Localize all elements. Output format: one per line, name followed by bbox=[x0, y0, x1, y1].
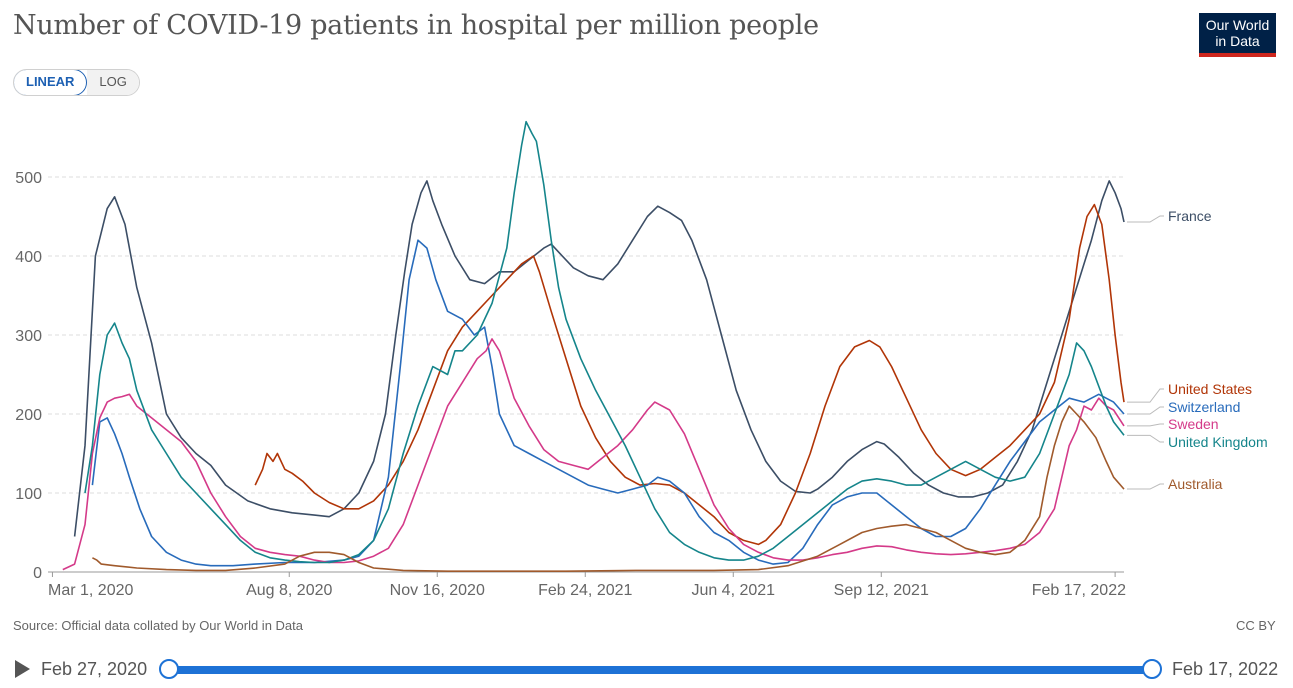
scale-toggle: LINEAR LOG bbox=[13, 69, 140, 96]
linear-scale-button[interactable]: LINEAR bbox=[13, 70, 88, 95]
legend-label-france[interactable]: France bbox=[1168, 208, 1212, 224]
timeline: Feb 27, 2020 Feb 17, 2022 bbox=[0, 655, 1293, 688]
logo-line-1: Our World bbox=[1205, 17, 1270, 33]
y-tick-label: 300 bbox=[15, 328, 42, 345]
x-tick-label: Mar 1, 2020 bbox=[48, 582, 133, 599]
x-tick-label: Jun 4, 2021 bbox=[691, 582, 775, 599]
timeline-start-label: Feb 27, 2020 bbox=[41, 659, 148, 679]
legend-label-sweden[interactable]: Sweden bbox=[1168, 416, 1219, 432]
legend-label-united-states[interactable]: United States bbox=[1168, 381, 1252, 397]
play-icon[interactable] bbox=[15, 660, 30, 678]
series-lines bbox=[62, 120, 1125, 572]
timeline-start-handle[interactable] bbox=[159, 659, 179, 679]
legend-connector bbox=[1127, 215, 1164, 223]
legend-connector bbox=[1127, 406, 1164, 415]
owid-logo[interactable]: Our World in Data bbox=[1199, 13, 1276, 57]
legend-label-united-kingdom[interactable]: United Kingdom bbox=[1168, 434, 1268, 450]
series-line-australia[interactable] bbox=[92, 405, 1125, 572]
y-tick-label: 200 bbox=[15, 407, 42, 424]
timeline-track[interactable] bbox=[168, 666, 1152, 674]
legend-connector bbox=[1127, 388, 1164, 403]
legend-label-australia[interactable]: Australia bbox=[1168, 476, 1223, 492]
y-tick-label: 100 bbox=[15, 486, 42, 503]
chart-title: Number of COVID-19 patients in hospital … bbox=[13, 10, 819, 41]
logo-line-2: in Data bbox=[1215, 33, 1260, 49]
log-scale-button[interactable]: LOG bbox=[87, 70, 139, 95]
series-line-switzerland[interactable] bbox=[91, 239, 1125, 567]
timeline-end-label: Feb 17, 2022 bbox=[1172, 659, 1279, 679]
series-line-united-kingdom[interactable] bbox=[84, 120, 1125, 564]
y-axis-ticks: 0 100 200 300 400 500 bbox=[15, 170, 42, 582]
x-axis-ticks: Mar 1, 2020 Aug 8, 2020 Nov 16, 2020 Feb 24… bbox=[48, 572, 1126, 599]
series-line-sweden[interactable] bbox=[62, 338, 1125, 571]
legend-connector bbox=[1127, 434, 1164, 443]
legend-connector bbox=[1127, 423, 1164, 427]
legend-label-switzerland[interactable]: Switzerland bbox=[1168, 399, 1240, 415]
legend-connector bbox=[1127, 483, 1164, 490]
source-note: Source: Official data collated by Our Wo… bbox=[13, 618, 303, 633]
x-tick-label: Sep 12, 2021 bbox=[834, 582, 929, 599]
grid-lines bbox=[48, 176, 1124, 573]
x-tick-label: Feb 24, 2021 bbox=[538, 582, 632, 599]
timeline-end-handle[interactable] bbox=[1142, 659, 1162, 679]
license-link[interactable]: CC BY bbox=[1236, 618, 1276, 633]
x-tick-label: Feb 17, 2022 bbox=[1032, 582, 1126, 599]
x-tick-label: Aug 8, 2020 bbox=[246, 582, 332, 599]
y-tick-label: 500 bbox=[15, 170, 42, 187]
y-tick-label: 0 bbox=[33, 565, 42, 582]
x-tick-label: Nov 16, 2020 bbox=[390, 582, 485, 599]
series-line-france[interactable] bbox=[73, 180, 1125, 537]
y-tick-label: 400 bbox=[15, 249, 42, 266]
